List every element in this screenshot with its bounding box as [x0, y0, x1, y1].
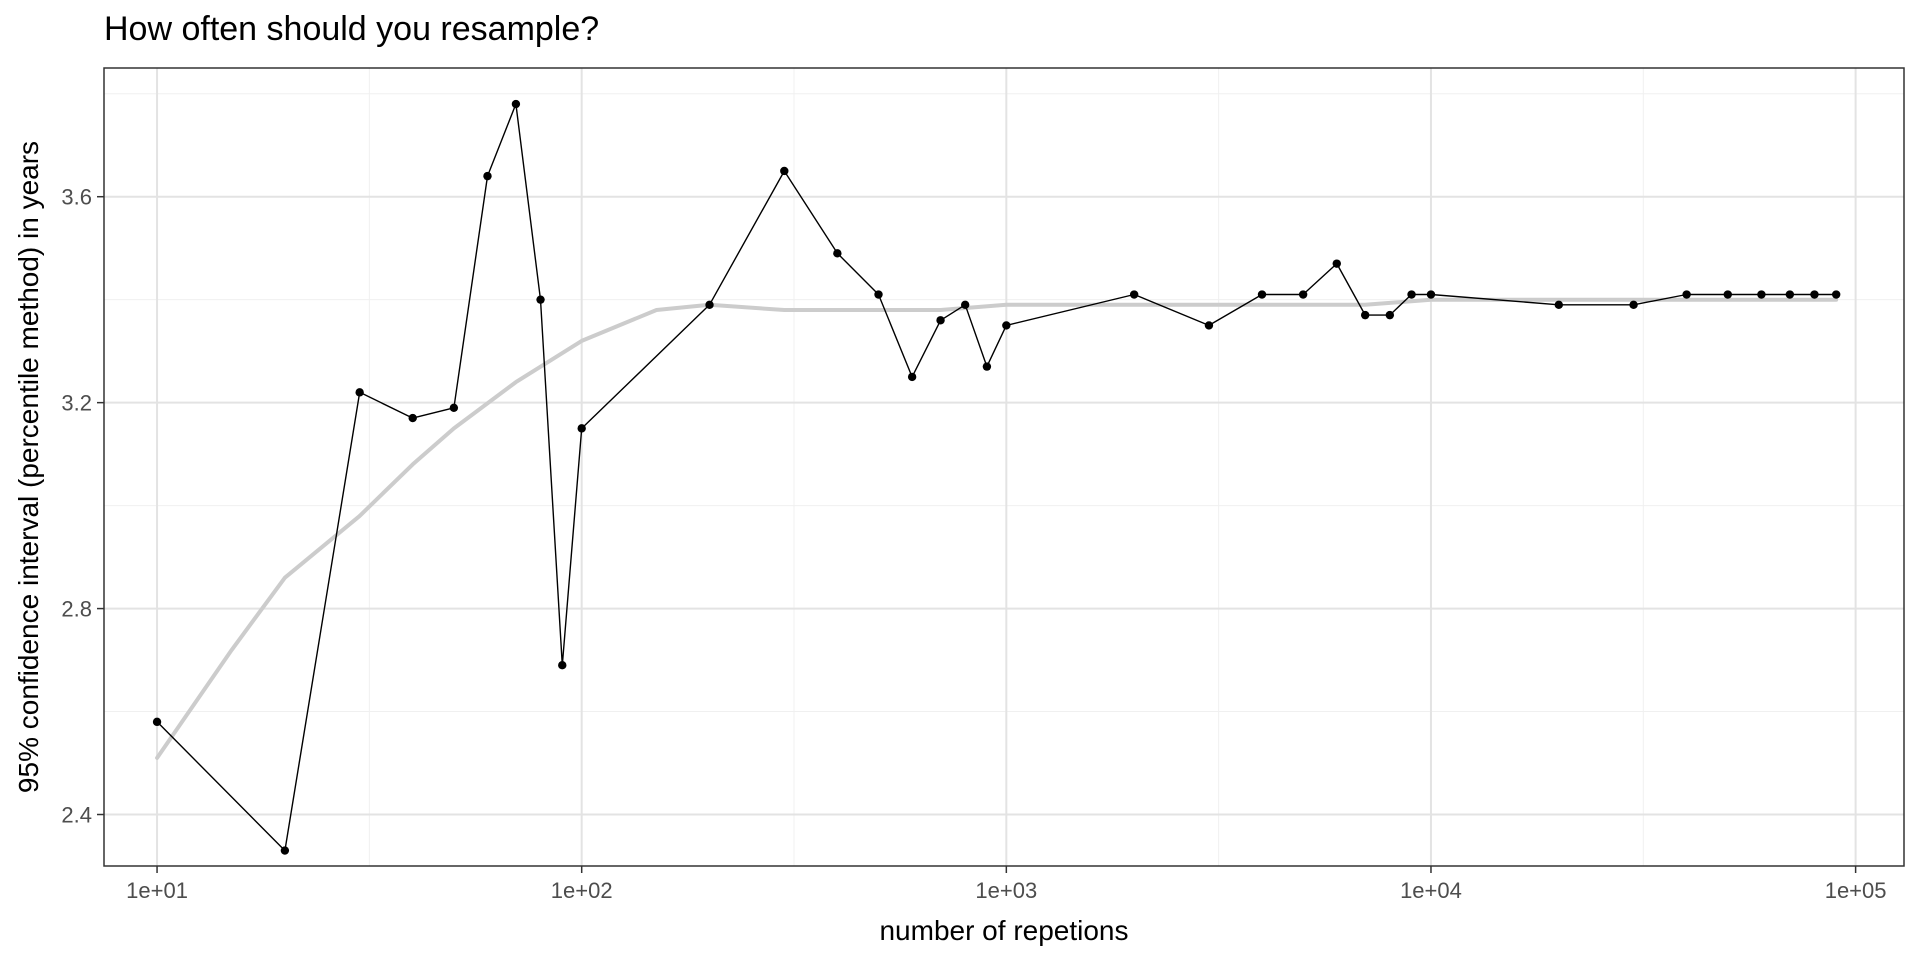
data-point — [1407, 290, 1416, 299]
data-line — [156, 103, 1837, 852]
data-point — [936, 316, 945, 325]
data-point — [1129, 290, 1139, 299]
x-axis-title: number of repetions — [879, 915, 1128, 946]
x-tick-label: 1e+01 — [126, 878, 188, 903]
data-point — [1831, 290, 1841, 299]
y-tick-label: 2.4 — [61, 803, 92, 828]
data-point — [152, 717, 162, 727]
data-point — [1257, 290, 1267, 299]
data-point — [1810, 290, 1819, 299]
series-layer — [152, 99, 1841, 855]
data-point — [833, 249, 842, 258]
x-tick-label: 1e+04 — [1400, 878, 1462, 903]
data-point — [536, 295, 545, 304]
axis-ticks: 1e+01 1e+02 1e+03 1e+04 1e+05 2.4 2.8 3.2 3.6 — [61, 185, 1886, 903]
data-point — [408, 413, 417, 423]
data-point — [1360, 310, 1370, 320]
data-point — [577, 424, 586, 433]
data-point — [483, 171, 492, 181]
data-point — [960, 300, 970, 310]
x-tick-label: 1e+02 — [551, 878, 613, 903]
x-tick-label: 1e+05 — [1825, 878, 1887, 903]
data-point — [907, 372, 917, 382]
chart-title: How often should you resample? — [104, 10, 600, 48]
y-axis-title: 95% confidence interval (percentile meth… — [13, 141, 44, 793]
data-point — [511, 99, 521, 109]
y-tick-label: 3.6 — [61, 185, 92, 210]
data-point — [1629, 300, 1638, 310]
data-point — [1723, 290, 1732, 299]
data-point — [1426, 290, 1436, 299]
data-point — [558, 661, 567, 670]
data-point — [1385, 310, 1395, 320]
x-tick-label: 1e+03 — [975, 878, 1037, 903]
data-point — [280, 846, 290, 855]
y-tick-label: 3.2 — [61, 391, 92, 416]
data-point — [1554, 300, 1564, 310]
smooth-trend-line — [155, 297, 1839, 760]
data-point — [982, 362, 992, 371]
data-point — [355, 388, 364, 397]
data-point — [1332, 259, 1341, 268]
data-point — [874, 290, 883, 299]
data-point — [1757, 290, 1766, 299]
data-point — [1298, 290, 1308, 299]
y-tick-label: 2.8 — [61, 597, 92, 622]
data-point — [1204, 321, 1214, 330]
data-point — [1785, 290, 1795, 299]
data-point — [1682, 290, 1691, 299]
data-point — [705, 300, 714, 310]
grid-lines — [104, 68, 1904, 866]
data-point — [780, 166, 789, 176]
data-point — [1002, 321, 1011, 330]
data-point — [449, 403, 459, 412]
panel-border — [103, 67, 1905, 867]
